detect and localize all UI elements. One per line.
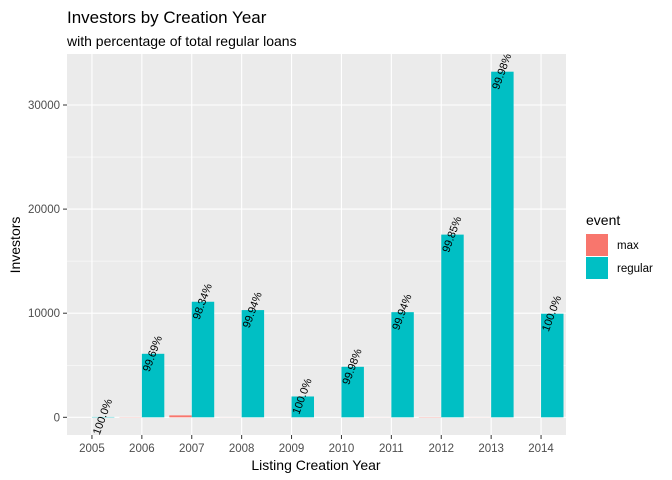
x-tick-label: 2008 [229, 443, 255, 455]
x-axis: 2005 2006 2007 2008 2009 2010 2011 2012 2013 2014 [79, 435, 554, 455]
x-tick-label: 2014 [528, 443, 554, 455]
bar-regular-2010 [341, 366, 364, 418]
bar-regular-2014 [541, 313, 564, 418]
legend-label-max: max [617, 240, 639, 252]
legend-label-regular: regular [617, 263, 653, 275]
y-tick-label: 20000 [28, 204, 60, 216]
x-tick-label: 2011 [379, 443, 404, 455]
x-tick-label: 2005 [79, 443, 105, 455]
legend-title: event [586, 212, 620, 228]
chart-subtitle: with percentage of total regular loans [66, 33, 297, 49]
y-tick-label: 0 [54, 412, 60, 424]
bar-regular-2013 [491, 71, 514, 418]
bar-regular-2008 [241, 310, 265, 418]
legend-key-regular [586, 257, 608, 279]
x-tick-label: 2007 [179, 443, 205, 455]
bar-regular-2009 [291, 396, 315, 418]
legend: event max regular [586, 212, 653, 279]
x-tick-label: 2010 [329, 443, 355, 455]
x-tick-label: 2013 [478, 443, 504, 455]
x-axis-title: Listing Creation Year [251, 457, 381, 473]
x-tick-label: 2012 [428, 443, 454, 455]
bars [91, 71, 564, 418]
x-tick-label: 2009 [279, 443, 305, 455]
y-axis-title: Investors [7, 217, 23, 274]
bar-regular-2011 [391, 312, 414, 418]
legend-key-max [586, 234, 608, 256]
bar-max-2007 [169, 415, 192, 418]
y-axis: 0 10000 20000 30000 [28, 100, 67, 424]
y-tick-label: 10000 [28, 308, 60, 320]
bar-regular-2006 [141, 353, 165, 418]
x-tick-label: 2006 [129, 443, 155, 455]
chart-title: Investors by Creation Year [67, 8, 267, 27]
y-tick-label: 30000 [28, 100, 60, 112]
bar-regular-2012 [441, 234, 464, 418]
bar-regular-2007 [191, 301, 215, 418]
